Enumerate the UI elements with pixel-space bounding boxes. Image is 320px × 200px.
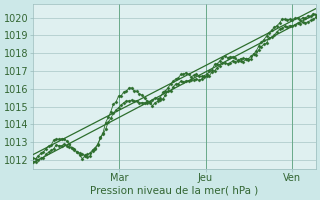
X-axis label: Pression niveau de la mer( hPa ): Pression niveau de la mer( hPa ) — [90, 186, 259, 196]
